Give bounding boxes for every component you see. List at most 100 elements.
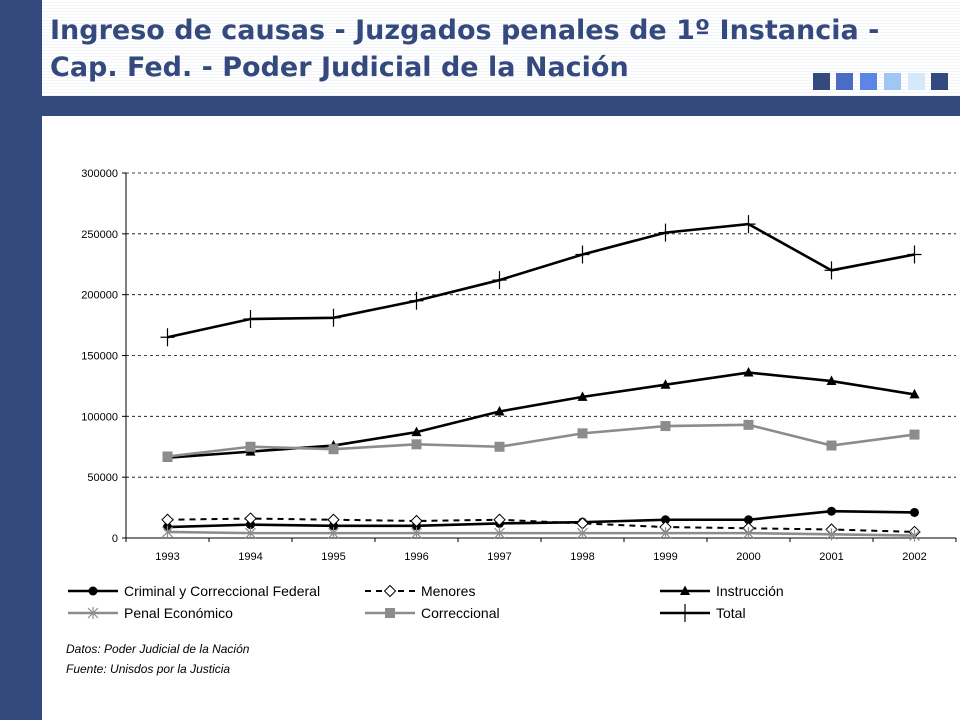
data-point-penal-economico [328, 527, 339, 540]
chart-gridlines [126, 172, 956, 478]
y-tick-label: 0 [112, 533, 118, 545]
title-rule [42, 96, 960, 116]
data-point-total [492, 271, 507, 290]
chart-legend: Criminal y Correccional Federal Menores In… [68, 583, 784, 622]
data-point-penal-economico [245, 527, 256, 540]
data-point-menores [410, 514, 423, 528]
data-point-menores [327, 513, 340, 526]
legend-marker-menores [383, 584, 397, 598]
x-tick-label: 1999 [653, 551, 677, 563]
data-point-total [575, 245, 590, 264]
y-tick-label: 150000 [81, 351, 118, 363]
data-point-total [658, 223, 673, 242]
y-tick-label: 100000 [81, 411, 118, 423]
data-point-penal-economico [411, 527, 422, 540]
slide-title: Ingreso de causas - Juzgados penales de … [50, 12, 950, 86]
data-point-total [160, 328, 175, 347]
decor-square-2 [836, 73, 853, 90]
x-tick-label: 1998 [570, 551, 594, 563]
x-axis-ticks: 1993 1994 1995 1996 1997 1998 1999 2000 2001 2002 [125, 538, 957, 563]
legend-label-penal-economico: Penal Económico [124, 605, 233, 621]
data-point-penal-economico [577, 527, 588, 540]
source-note: Fuente: Unisdos por la Justicia [66, 662, 231, 676]
data-point-correccional [494, 441, 505, 452]
x-tick-label: 1994 [238, 551, 262, 563]
x-tick-label: 2001 [819, 551, 843, 563]
data-point-penal-economico [909, 529, 920, 542]
data-point-menores [244, 512, 257, 525]
left-accent-bar [0, 0, 42, 720]
data-point-instruccion [660, 379, 671, 389]
decor-square-4 [884, 73, 901, 90]
data-point-correccional [245, 441, 256, 452]
data-point-correccional [411, 439, 422, 450]
data-point-correccional [328, 444, 339, 455]
series-line-penal-economico [167, 530, 915, 537]
legend-label-correccional: Correccional [421, 605, 500, 621]
data-point-correccional [909, 429, 920, 440]
data-point-instruccion [411, 426, 422, 437]
legend-label-criminal-y-correccional-federal: Criminal y Correccional Federal [124, 583, 320, 599]
data-point-penal-economico [494, 527, 505, 540]
data-point-total [741, 215, 756, 234]
data-point-instruccion [826, 375, 837, 386]
data-point-instruccion [494, 405, 505, 416]
data-point-instruccion [577, 391, 588, 401]
data-point-correccional [577, 428, 588, 439]
data-point-criminal-y-correccional-federal [661, 515, 670, 525]
decor-square-6 [931, 73, 948, 90]
data-point-instruccion [909, 388, 920, 399]
y-tick-label: 50000 [87, 472, 118, 484]
data-point-criminal-y-correccional-federal [744, 515, 753, 525]
legend-label-instruccion: Instrucción [716, 583, 784, 599]
data-point-correccional [660, 421, 671, 432]
title-line-1: Ingreso de causas - Juzgados penales de … [50, 15, 880, 46]
data-point-penal-economico [660, 527, 671, 540]
data-point-total [824, 261, 839, 280]
x-tick-label: 1995 [321, 551, 345, 563]
data-point-total [243, 310, 258, 328]
y-tick-label: 300000 [81, 168, 118, 180]
legend-marker-criminal-y-correccional-federal [88, 586, 98, 596]
series-line-criminal-y-correccional-federal [167, 509, 915, 529]
series-line-correccional [167, 423, 915, 458]
chart-series [160, 215, 922, 542]
data-point-total [326, 308, 341, 327]
title-band [42, 0, 960, 96]
data-point-correccional [743, 419, 754, 430]
legend-label-menores: Menores [421, 583, 475, 599]
x-tick-label: 2000 [736, 551, 760, 563]
data-point-menores [161, 513, 174, 526]
series-line-menores [167, 517, 915, 533]
legend-marker-penal-economico [87, 607, 99, 619]
x-tick-label: 1997 [487, 551, 511, 563]
title-line-2: Cap. Fed. - Poder Judicial de la Nación [50, 52, 629, 83]
decor-square-5 [908, 73, 925, 90]
legend-marker-instruccion [680, 585, 690, 595]
series-line-instruccion [167, 371, 915, 459]
x-tick-label: 1993 [155, 551, 179, 563]
data-point-correccional [826, 440, 837, 451]
x-tick-label: 2002 [902, 551, 926, 563]
data-point-total [409, 291, 424, 310]
data-point-criminal-y-correccional-federal [827, 506, 836, 516]
legend-label-total: Total [716, 605, 746, 621]
series-line-total [167, 222, 915, 339]
y-tick-label: 200000 [81, 290, 118, 302]
data-point-correccional [162, 451, 173, 462]
data-point-criminal-y-correccional-federal [910, 507, 919, 517]
data-point-penal-economico [826, 528, 837, 541]
data-source-note: Datos: Poder Judicial de la Nación [66, 642, 250, 656]
data-point-penal-economico [162, 525, 173, 538]
data-point-menores [493, 513, 506, 526]
y-tick-label: 250000 [81, 229, 118, 241]
legend-marker-correccional [385, 608, 395, 618]
legend-marker-total [678, 604, 692, 622]
data-point-penal-economico [743, 527, 754, 540]
x-tick-label: 1996 [404, 551, 428, 563]
decor-square-3 [860, 73, 877, 90]
data-point-instruccion [743, 367, 754, 377]
decor-square-1 [813, 73, 830, 90]
data-point-total [907, 245, 922, 264]
